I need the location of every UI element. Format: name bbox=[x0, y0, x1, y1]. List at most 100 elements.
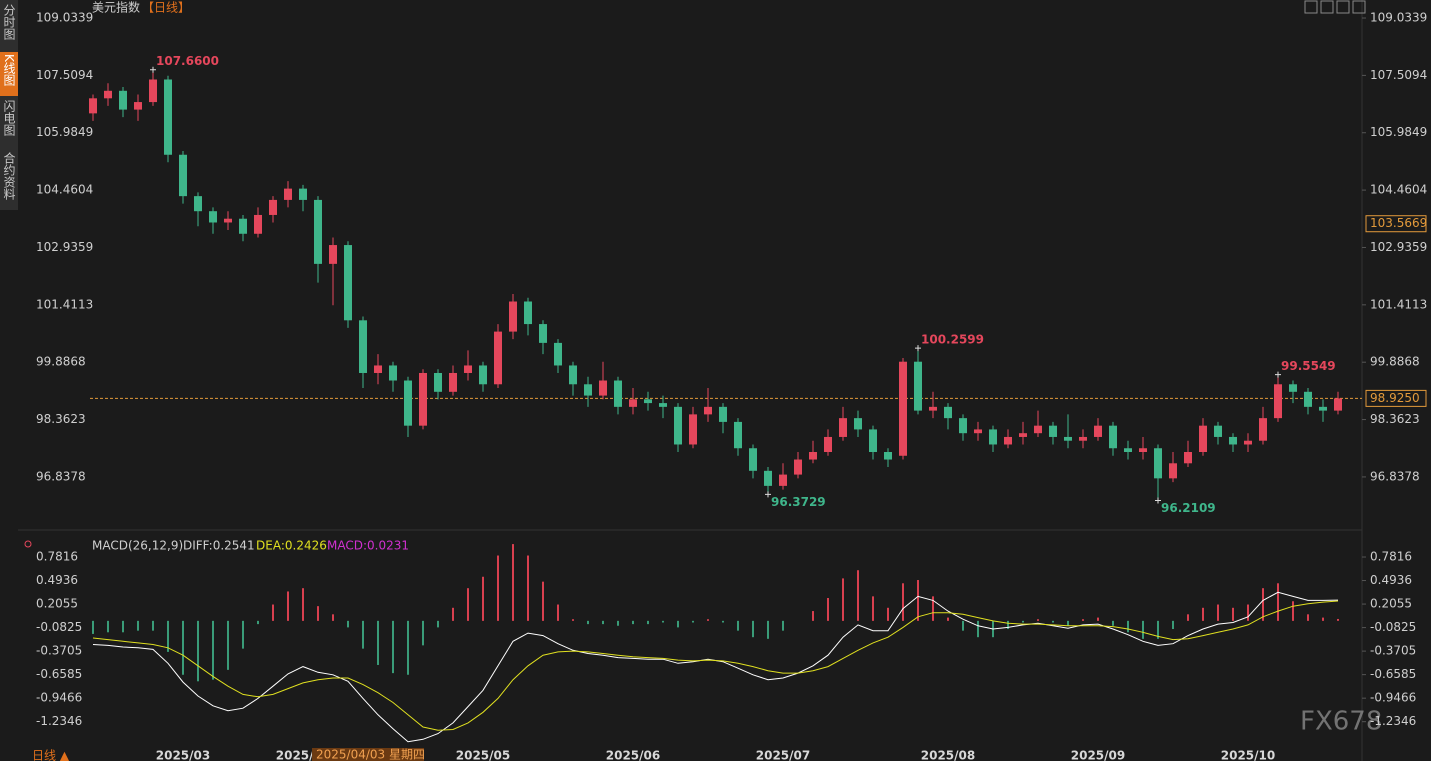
x-tick-label: 2025/05 bbox=[456, 749, 510, 761]
candle-body bbox=[929, 406, 937, 411]
x-tick-label: 2025/08 bbox=[921, 749, 975, 761]
candle-body bbox=[1214, 425, 1222, 437]
candle-body bbox=[1304, 391, 1312, 407]
candle-body bbox=[344, 245, 352, 321]
tool-icon[interactable] bbox=[1304, 0, 1318, 14]
candle-body bbox=[569, 365, 577, 385]
reference-label: 98.9250 bbox=[1370, 391, 1420, 405]
candle-body bbox=[644, 399, 652, 404]
candle-body bbox=[584, 384, 592, 396]
candle-body bbox=[524, 301, 532, 325]
candle-body bbox=[239, 218, 247, 234]
sidebar-tab[interactable]: 合约资料 bbox=[2, 151, 16, 200]
y-tick-label: 102.9359 bbox=[1370, 240, 1427, 254]
candle-body bbox=[164, 79, 172, 155]
candle-body bbox=[284, 188, 292, 200]
y-tick-label: 98.3623 bbox=[36, 412, 86, 426]
candle-body bbox=[824, 436, 832, 453]
tool-icon[interactable] bbox=[1336, 0, 1350, 14]
candle-body bbox=[434, 372, 442, 392]
y-tick-label: -0.9466 bbox=[1370, 691, 1416, 705]
candle-body bbox=[959, 418, 967, 434]
candle-body bbox=[599, 380, 607, 396]
y-tick-label: 98.3623 bbox=[1370, 412, 1420, 426]
candle-body bbox=[1334, 398, 1342, 411]
tool-icon[interactable] bbox=[1352, 0, 1366, 14]
y-tick-label: 101.4113 bbox=[1370, 297, 1427, 311]
candle-body bbox=[359, 320, 367, 373]
macd-label: MACD:0.0231 bbox=[327, 539, 409, 553]
candle-body bbox=[1184, 452, 1192, 464]
candle-body bbox=[494, 331, 502, 385]
candle-body bbox=[464, 365, 472, 373]
candle-body bbox=[884, 452, 892, 460]
y-tick-label: 0.7816 bbox=[36, 550, 78, 564]
candle-body bbox=[194, 196, 202, 212]
y-tick-label: 0.2055 bbox=[36, 597, 78, 611]
indicator-icon[interactable] bbox=[24, 540, 32, 548]
diff-label: DIFF:0.2541 bbox=[183, 539, 255, 553]
y-tick-label: 105.9849 bbox=[1370, 125, 1427, 139]
annotation: 96.3729 bbox=[771, 495, 826, 509]
candle-body bbox=[944, 406, 952, 419]
tool-icon[interactable] bbox=[1320, 0, 1334, 14]
y-tick-label: -0.6585 bbox=[1370, 667, 1416, 681]
y-tick-label: 109.0339 bbox=[1370, 11, 1427, 25]
candle-body bbox=[209, 211, 217, 223]
y-tick-label: -1.2346 bbox=[1370, 714, 1416, 728]
candle-body bbox=[1244, 440, 1252, 445]
candle-body bbox=[779, 474, 787, 486]
candle-body bbox=[1274, 384, 1282, 419]
macd-title: MACD(26,12,9) bbox=[92, 539, 183, 553]
candle-body bbox=[734, 421, 742, 449]
candle-body bbox=[404, 380, 412, 426]
sidebar-tab[interactable]: K线图 bbox=[2, 54, 16, 86]
x-tick-label: 2025/03 bbox=[156, 749, 210, 761]
y-tick-label: 0.7816 bbox=[1370, 550, 1412, 564]
y-tick-label: 0.4936 bbox=[36, 573, 78, 587]
candle-body bbox=[329, 245, 337, 264]
candle-body bbox=[914, 361, 922, 411]
candle-body bbox=[1199, 425, 1207, 453]
dea-label: DEA:0.2426 bbox=[256, 539, 327, 553]
y-tick-label: -0.3705 bbox=[36, 644, 82, 658]
sidebar-tab[interactable]: 闪电图 bbox=[2, 100, 16, 136]
x-tick-label: 2025/07 bbox=[756, 749, 810, 761]
candle-body bbox=[554, 342, 562, 366]
candle-body bbox=[1049, 425, 1057, 437]
annotation: 99.5549 bbox=[1281, 359, 1336, 373]
dea-line bbox=[92, 600, 1339, 731]
watermark: FX678 bbox=[1300, 707, 1382, 737]
extreme-marker bbox=[150, 66, 156, 73]
candle-body bbox=[839, 418, 847, 437]
period-button[interactable]: 日线 ▲ bbox=[32, 749, 70, 761]
y-tick-label: -0.0825 bbox=[36, 620, 82, 634]
candle-body bbox=[374, 365, 382, 373]
y-tick-label: 101.4113 bbox=[36, 297, 93, 311]
candle-body bbox=[119, 90, 127, 110]
extreme-marker bbox=[915, 345, 921, 352]
candle-body bbox=[1064, 436, 1072, 441]
candle-body bbox=[794, 459, 802, 475]
candle-body bbox=[254, 214, 262, 234]
candle-body bbox=[224, 218, 232, 223]
candle-body bbox=[1124, 448, 1132, 453]
y-tick-label: 102.9359 bbox=[36, 240, 93, 254]
y-tick-label: -0.3705 bbox=[1370, 644, 1416, 658]
toolbar bbox=[1304, 0, 1366, 14]
candle-body bbox=[614, 380, 622, 407]
y-tick-label: 96.8378 bbox=[1370, 469, 1420, 483]
x-tick-label: 2025/09 bbox=[1071, 749, 1125, 761]
candle-body bbox=[719, 406, 727, 422]
y-tick-label: 105.9849 bbox=[36, 125, 93, 139]
candle-body bbox=[1004, 436, 1012, 445]
candle-body bbox=[1094, 425, 1102, 437]
candle-body bbox=[869, 429, 877, 453]
candle-body bbox=[104, 90, 112, 99]
sidebar-tab[interactable]: 分时图 bbox=[2, 4, 16, 40]
candle-body bbox=[299, 188, 307, 200]
reference-tag bbox=[1365, 389, 1427, 407]
candle-body bbox=[764, 470, 772, 486]
period[interactable]: 【日线】 bbox=[142, 1, 190, 15]
